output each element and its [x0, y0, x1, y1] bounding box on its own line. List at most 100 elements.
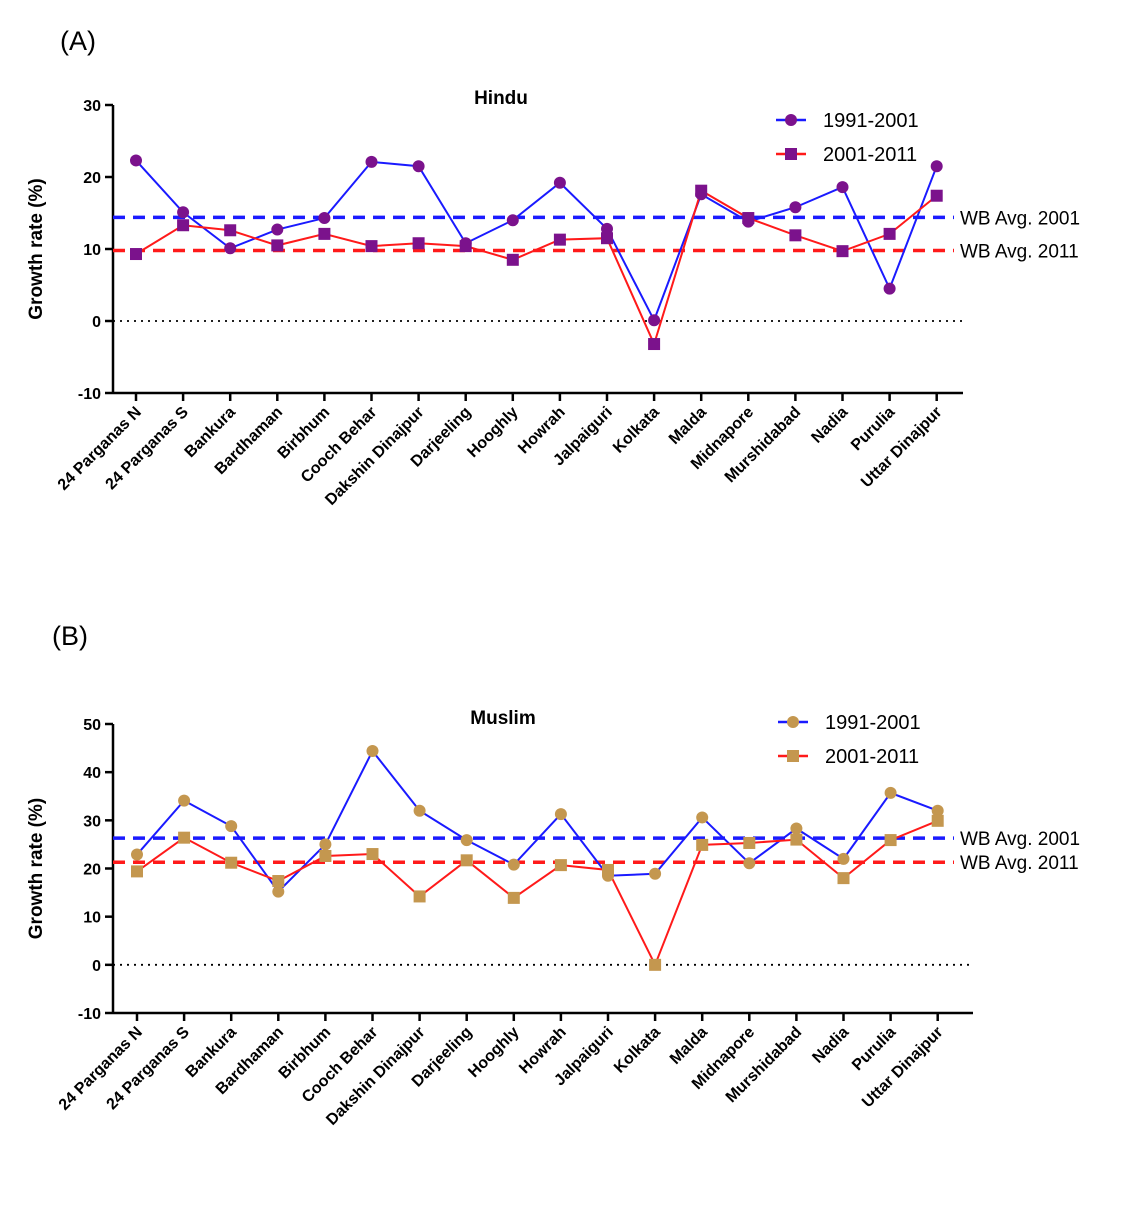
x-tick-label: 24 Parganas S — [103, 404, 193, 494]
x-tick-label: Nadia — [808, 404, 851, 447]
x-tick-label: 24 Parganas N — [56, 1024, 146, 1114]
data-point — [319, 838, 332, 851]
data-point — [696, 838, 709, 851]
data-point — [930, 160, 943, 173]
data-point — [743, 857, 756, 870]
data-point — [742, 212, 755, 225]
data-point — [931, 814, 944, 827]
data-point — [789, 201, 802, 214]
data-point — [318, 227, 331, 240]
data-point — [177, 219, 190, 232]
data-point — [178, 794, 191, 807]
data-point — [366, 848, 379, 861]
data-point — [648, 338, 661, 351]
y-tick-label: 10 — [83, 910, 101, 927]
data-point — [553, 176, 566, 189]
data-point — [130, 248, 142, 261]
legend-label: 2001-2011 — [825, 746, 919, 768]
data-point — [271, 223, 284, 236]
data-point — [507, 891, 520, 904]
x-tick-label: Hooghly — [465, 1024, 522, 1081]
series-line — [136, 819, 939, 968]
data-point — [601, 232, 613, 245]
x-tick-label: Uttar Dinajpur — [859, 1024, 946, 1111]
y-tick-label: 0 — [92, 958, 101, 975]
data-point — [506, 253, 519, 266]
data-point — [789, 229, 802, 242]
legend-label: 1991-2001 — [825, 712, 921, 734]
x-tick-label: 24 Parganas N — [55, 404, 145, 494]
legend-marker — [785, 148, 797, 160]
series-line — [135, 189, 938, 347]
data-point — [507, 858, 520, 871]
data-point — [837, 852, 850, 865]
data-point — [224, 224, 237, 237]
y-tick-label: 40 — [83, 765, 101, 782]
panel-label: (B) — [52, 621, 88, 651]
chart-title: Hindu — [474, 88, 528, 109]
data-point — [883, 282, 896, 295]
data-point — [836, 181, 849, 194]
data-point — [884, 786, 897, 799]
data-point — [319, 849, 332, 862]
y-tick-label: 20 — [83, 170, 101, 187]
series-line — [136, 749, 939, 894]
x-tick-label: Malda — [666, 404, 710, 448]
reference-line-label: WB Avg. 2011 — [960, 241, 1079, 262]
data-point — [130, 154, 142, 167]
x-tick-label: Uttar Dinajpur — [858, 404, 945, 491]
data-point — [318, 212, 331, 225]
data-point — [459, 240, 472, 253]
legend-marker — [787, 716, 799, 728]
legend-label: 1991-2001 — [823, 110, 919, 132]
data-point — [178, 831, 191, 844]
x-tick-label: Malda — [667, 1024, 711, 1068]
x-tick-label: Kolkata — [611, 1024, 664, 1077]
data-point — [602, 863, 614, 876]
reference-line-label: WB Avg. 2001 — [960, 208, 1080, 229]
data-point — [272, 875, 285, 888]
reference-line-label: WB Avg. 2011 — [960, 853, 1079, 874]
data-point — [743, 836, 756, 849]
y-tick-label: 30 — [83, 813, 101, 830]
data-point — [224, 242, 237, 255]
data-point — [930, 189, 943, 202]
data-point — [790, 822, 803, 835]
data-point — [272, 885, 285, 898]
data-point — [365, 240, 378, 253]
x-tick-label: Hooghly — [464, 404, 521, 461]
y-tick-label: 30 — [83, 98, 101, 115]
data-point — [601, 222, 613, 235]
data-point — [225, 820, 238, 833]
y-tick-label: -10 — [78, 1006, 101, 1023]
y-tick-label: 20 — [83, 862, 101, 879]
data-point — [837, 872, 850, 885]
data-point — [554, 859, 567, 872]
data-point — [271, 239, 284, 252]
x-tick-label: Nadia — [809, 1024, 852, 1067]
data-point — [553, 233, 566, 246]
data-point — [413, 890, 426, 903]
data-point — [365, 155, 378, 168]
data-point — [649, 958, 662, 971]
data-point — [413, 804, 426, 817]
data-point — [649, 867, 662, 880]
data-point — [884, 834, 897, 847]
data-point — [412, 160, 425, 173]
data-point — [790, 833, 803, 846]
legend-marker — [785, 114, 797, 126]
y-axis-label: Growth rate (%) — [26, 798, 47, 939]
data-point — [131, 865, 143, 878]
data-point — [836, 245, 849, 258]
data-point — [131, 848, 143, 861]
data-point — [931, 804, 944, 817]
chart-title: Muslim — [470, 708, 535, 729]
data-point — [506, 214, 519, 227]
panel-label: (A) — [60, 26, 96, 56]
data-point — [412, 237, 425, 250]
data-point — [460, 854, 473, 867]
data-point — [177, 206, 190, 219]
y-tick-label: 50 — [83, 717, 101, 734]
x-tick-label: Kolkata — [610, 404, 663, 457]
chart-hindu: (A) Hindu -10 0 10 20 30 Growth rate (%) 24 Parg… — [26, 26, 1080, 509]
